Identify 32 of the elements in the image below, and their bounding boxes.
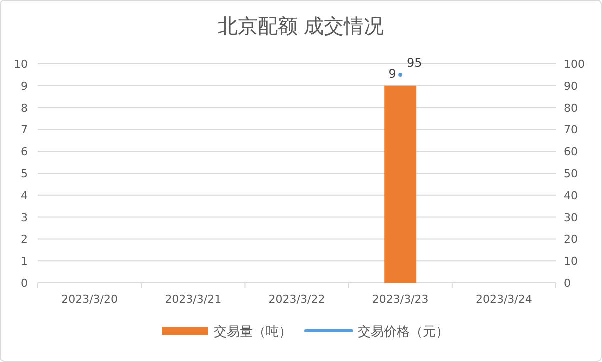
y-tick-label: 2 [21,233,28,246]
legend-label: 交易量（吨） [214,324,292,340]
y-tick-label: 4 [21,189,28,202]
y-tick-label: 6 [21,146,28,159]
y2-tick-label: 40 [564,189,578,202]
x-tick-label: 2023/3/23 [372,293,429,306]
y2-tick-label: 70 [564,124,578,137]
chart-title: 北京配额 成交情况 [218,14,384,38]
x-tick-label: 2023/3/24 [476,293,532,306]
x-tick-label: 2023/3/21 [165,293,222,306]
x-tick-label: 2023/3/22 [268,293,326,306]
data-label: 95 [406,56,422,70]
y2-tick-label: 50 [564,168,578,180]
y2-tick-label: 60 [564,146,578,159]
x-tick-label: 2023/3/20 [62,293,118,306]
y-tick-label: 9 [21,80,28,93]
y2-tick-label: 20 [564,233,578,246]
y-tick-label: 0 [21,277,28,290]
y-tick-label: 10 [14,58,28,71]
y2-tick-label: 10 [564,255,578,268]
data-label: 9 [388,66,396,81]
y-tick-label: 8 [21,102,28,115]
y-tick-label: 1 [21,255,28,268]
y2-tick-label: 0 [564,277,571,290]
y2-tick-label: 30 [564,211,578,224]
y-tick-label: 7 [21,124,28,137]
y2-tick-label: 100 [564,58,585,71]
y2-tick-label: 90 [564,80,578,93]
y-tick-label: 3 [21,211,28,224]
legend-label: 交易价格（元） [358,324,449,340]
y2-tick-label: 80 [564,102,578,115]
y-tick-label: 5 [21,168,28,180]
